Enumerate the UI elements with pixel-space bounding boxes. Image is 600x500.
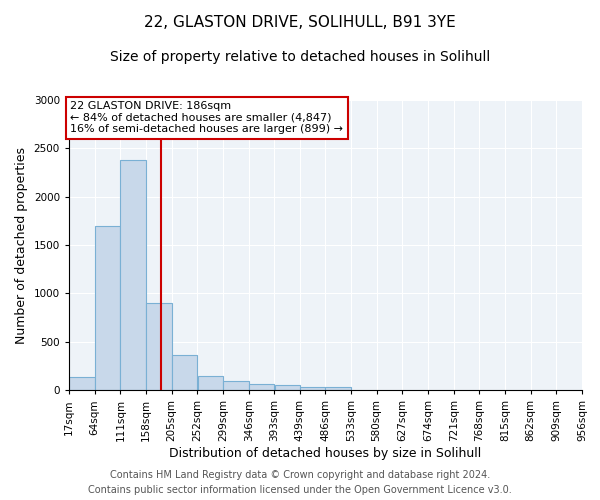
Bar [95, 226, 120, 390]
Text: Size of property relative to detached houses in Solihull: Size of property relative to detached ho… [110, 50, 490, 64]
Bar [299, 387, 325, 390]
Bar [146, 303, 172, 390]
Bar [121, 160, 146, 390]
X-axis label: Distribution of detached houses by size in Solihull: Distribution of detached houses by size … [169, 446, 482, 460]
Bar [172, 355, 197, 390]
Text: Contains HM Land Registry data © Crown copyright and database right 2024.: Contains HM Land Registry data © Crown c… [110, 470, 490, 480]
Text: 22 GLASTON DRIVE: 186sqm
← 84% of detached houses are smaller (4,847)
16% of sem: 22 GLASTON DRIVE: 186sqm ← 84% of detach… [70, 101, 343, 134]
Bar [223, 382, 248, 390]
Bar [249, 384, 274, 390]
Text: 22, GLASTON DRIVE, SOLIHULL, B91 3YE: 22, GLASTON DRIVE, SOLIHULL, B91 3YE [144, 15, 456, 30]
Bar [275, 385, 300, 390]
Bar [197, 376, 223, 390]
Bar [69, 378, 95, 390]
Bar [325, 387, 351, 390]
Text: Contains public sector information licensed under the Open Government Licence v3: Contains public sector information licen… [88, 485, 512, 495]
Y-axis label: Number of detached properties: Number of detached properties [15, 146, 28, 344]
